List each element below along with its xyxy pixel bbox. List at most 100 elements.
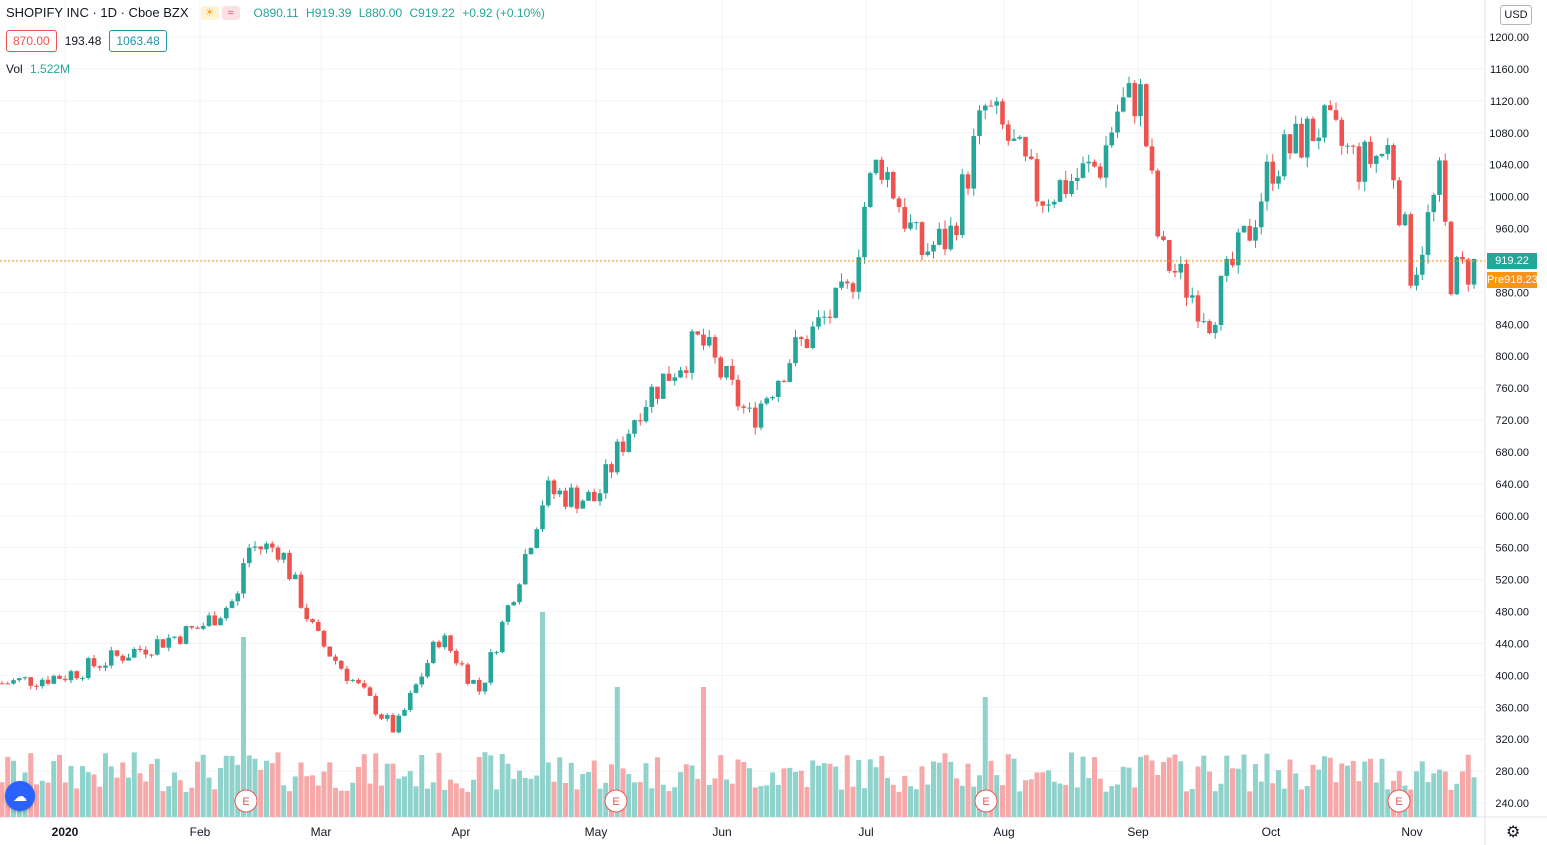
volume-bar — [580, 773, 586, 817]
x-tick-label: May — [585, 825, 608, 839]
candle-body — [131, 649, 137, 658]
candle-body — [827, 316, 833, 318]
volume-bar — [131, 752, 137, 817]
volume-bar — [1471, 777, 1477, 817]
candle-body — [1023, 136, 1028, 157]
volume-bar — [258, 769, 264, 817]
gear-icon[interactable]: ⚙ — [1506, 824, 1521, 841]
candle-body — [867, 173, 873, 207]
candle-body — [235, 593, 241, 602]
candle-body — [39, 679, 45, 687]
volume-bar — [1046, 770, 1051, 817]
volume-bar — [885, 777, 890, 817]
volume-bar — [729, 783, 735, 817]
volume-bar — [1414, 771, 1419, 817]
candle-body — [701, 334, 706, 346]
volume-bar — [1368, 758, 1373, 817]
candle-body — [28, 677, 34, 686]
volume-bar — [287, 791, 292, 817]
candle-body — [1132, 83, 1138, 117]
x-tick-label: Feb — [190, 825, 211, 839]
volume-bar — [752, 787, 758, 817]
candle-body — [74, 671, 80, 679]
candle-body — [459, 663, 465, 665]
volume-bar — [229, 756, 235, 817]
high-value: H919.39 — [306, 5, 352, 20]
volume-bar — [1339, 763, 1345, 817]
volume-bar — [1327, 757, 1333, 817]
candle-body — [620, 441, 626, 452]
candle-body — [154, 639, 160, 655]
volume-legend: Vol 1.522M — [6, 62, 70, 76]
y-tick-label: 240.00 — [1495, 798, 1529, 810]
volume-bar — [1057, 783, 1063, 817]
volume-bar — [568, 762, 574, 817]
volume-bar — [45, 782, 51, 817]
volume-bar — [0, 782, 5, 817]
candle-body — [1212, 324, 1218, 334]
wave-icon[interactable]: ≈ — [221, 5, 240, 20]
earnings-marker-label: E — [1395, 796, 1402, 808]
last-price-tag: 919.22 — [1487, 253, 1537, 269]
candle-body — [22, 677, 28, 679]
volume-bar — [1212, 791, 1218, 817]
candle-body — [1293, 123, 1299, 154]
candle-body — [206, 615, 212, 626]
candle-body — [327, 646, 333, 657]
candle-body — [97, 666, 103, 668]
volume-bar — [34, 784, 39, 817]
tradingview-logo-icon[interactable]: ☁ — [5, 781, 35, 811]
volume-bar — [551, 781, 557, 817]
volume-bar — [1161, 761, 1166, 817]
volume-bar — [1299, 789, 1304, 817]
candle-body — [735, 379, 741, 407]
candle-body — [68, 671, 74, 681]
candle-body — [511, 602, 517, 606]
volume-bar — [195, 761, 200, 817]
volume-bar — [407, 770, 413, 817]
volume-bar — [1028, 779, 1034, 817]
volume-bar — [1345, 765, 1350, 817]
volume-bar — [1276, 770, 1281, 817]
y-tick-label: 320.00 — [1495, 734, 1529, 746]
volume-bar — [367, 783, 373, 817]
volume-bar — [873, 767, 879, 817]
volume-bar — [448, 779, 453, 817]
currency-button[interactable]: USD — [1500, 5, 1532, 25]
volume-bar — [850, 786, 856, 817]
volume-bar — [1051, 781, 1057, 817]
y-tick-label: 280.00 — [1495, 766, 1529, 778]
volume-bar — [908, 786, 913, 817]
candle-body — [810, 326, 816, 349]
candle-body — [890, 171, 896, 199]
sun-icon[interactable]: ☀ — [200, 5, 219, 20]
candle-body — [637, 420, 643, 422]
candle-body — [494, 652, 499, 654]
candle-body — [954, 225, 959, 236]
volume-bar — [1448, 789, 1454, 817]
candle-body — [315, 621, 321, 631]
candle-body — [62, 678, 68, 681]
symbol-title[interactable]: SHOPIFY INC · 1D · Cboe BZX — [6, 5, 189, 20]
candle-body — [793, 337, 798, 364]
candle-body — [85, 658, 91, 678]
candle-body — [453, 650, 459, 664]
candle-body — [1057, 180, 1063, 202]
volume-bar — [862, 788, 867, 817]
candle-body — [1172, 270, 1178, 273]
volume-bar — [379, 785, 384, 817]
volume-bar — [74, 788, 80, 817]
volume-bar — [1350, 760, 1356, 817]
volume-bar — [781, 768, 787, 817]
volume-bar — [430, 782, 436, 817]
candle-body — [1258, 201, 1264, 228]
volume-bar — [68, 765, 74, 817]
candle-body — [1454, 257, 1460, 295]
volume-bar — [1465, 754, 1471, 817]
volume-bar — [183, 791, 189, 817]
indicator-left-value: 870.00 — [6, 30, 57, 52]
volume-bar — [1373, 782, 1379, 817]
volume-bar — [97, 786, 103, 817]
y-tick-label: 720.00 — [1495, 415, 1529, 427]
